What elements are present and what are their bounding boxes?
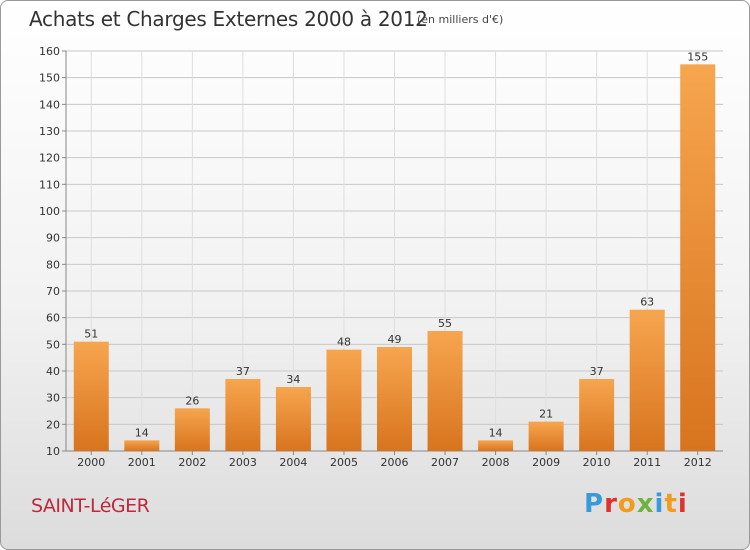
y-tick-label: 10 (46, 445, 60, 458)
bar (275, 387, 311, 451)
data-label: 14 (489, 426, 503, 439)
y-tick-label: 150 (39, 72, 60, 85)
town-name: SAINT-LéGER (31, 495, 150, 517)
y-tick-label: 20 (46, 418, 60, 431)
data-label: 37 (590, 365, 604, 378)
bar (427, 331, 463, 451)
data-label: 37 (236, 365, 250, 378)
proxiti-logo: Proxiti (584, 489, 688, 519)
x-tick-label: 2008 (482, 456, 510, 469)
bar (528, 421, 564, 451)
data-label: 34 (286, 373, 300, 386)
x-tick-label: 2010 (583, 456, 611, 469)
y-tick-label: 140 (39, 98, 60, 111)
data-label: 21 (539, 408, 553, 421)
bar (629, 309, 665, 451)
data-label: 48 (337, 336, 351, 349)
bar (377, 347, 412, 451)
y-tick-label: 90 (46, 232, 60, 245)
data-label: 26 (185, 394, 199, 407)
y-tick-label: 130 (39, 125, 60, 138)
x-tick-label: 2007 (431, 456, 459, 469)
data-label: 55 (438, 317, 452, 330)
data-label: 14 (135, 426, 149, 439)
y-tick-label: 40 (46, 365, 60, 378)
logo-letter: r (604, 489, 618, 519)
data-label: 63 (640, 296, 654, 309)
y-tick-label: 160 (39, 45, 60, 58)
chart-subtitle: (en milliers d'€) (417, 13, 504, 26)
y-tick-label: 60 (46, 312, 60, 325)
x-tick-label: 2003 (229, 456, 257, 469)
x-tick-label: 2001 (128, 456, 156, 469)
data-label: 51 (84, 328, 98, 341)
x-tick-label: 2004 (279, 456, 307, 469)
x-tick-label: 2006 (381, 456, 409, 469)
y-tick-label: 70 (46, 285, 60, 298)
chart-title: Achats et Charges Externes 2000 à 2012 (29, 7, 428, 31)
y-tick-label: 120 (39, 152, 60, 165)
x-tick-label: 2000 (77, 456, 105, 469)
bar (326, 349, 362, 451)
logo-letter: i (677, 489, 688, 519)
bar (478, 440, 514, 451)
x-tick-label: 2012 (684, 456, 712, 469)
x-tick-label: 2011 (633, 456, 661, 469)
bar (579, 379, 615, 451)
y-tick-label: 80 (46, 258, 60, 271)
data-label: 49 (388, 333, 402, 346)
y-tick-label: 110 (39, 178, 60, 191)
logo-letter: P (584, 489, 605, 519)
bar (225, 379, 261, 451)
logo-letter: x (636, 489, 655, 519)
bar (680, 64, 716, 452)
data-label: 155 (687, 50, 708, 63)
y-tick-label: 50 (46, 338, 60, 351)
x-tick-label: 2002 (178, 456, 206, 469)
bar (73, 341, 109, 451)
logo-letter: t (664, 489, 678, 519)
bar (174, 408, 210, 451)
y-tick-label: 30 (46, 392, 60, 405)
bar (124, 440, 160, 451)
logo-letter: i (654, 489, 665, 519)
x-tick-label: 2005 (330, 456, 358, 469)
logo-letter: o (617, 489, 637, 519)
x-tick-label: 2009 (532, 456, 560, 469)
y-tick-label: 100 (39, 205, 60, 218)
